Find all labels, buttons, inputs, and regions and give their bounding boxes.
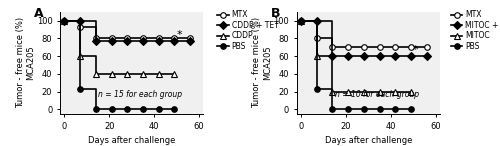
Text: n = 10 for each group: n = 10 for each group — [334, 90, 419, 99]
Text: n = 15 for each group: n = 15 for each group — [98, 90, 182, 99]
Text: A: A — [34, 7, 44, 20]
Text: *: * — [413, 45, 418, 55]
Legend: MTX, CDDP + TET, CDDP, PBS: MTX, CDDP + TET, CDDP, PBS — [217, 10, 278, 51]
Y-axis label: Tumor - free mice (%)
MCA205: Tumor - free mice (%) MCA205 — [252, 17, 272, 108]
X-axis label: Days after challenge: Days after challenge — [88, 136, 176, 145]
Legend: MTX, MITOC + TET, MITOC, PBS: MTX, MITOC + TET, MITOC, PBS — [451, 10, 500, 51]
Y-axis label: Tumor - free mice (%)
MCA205: Tumor - free mice (%) MCA205 — [16, 17, 35, 108]
X-axis label: Days after challenge: Days after challenge — [324, 136, 412, 145]
Text: B: B — [271, 7, 280, 20]
Text: *: * — [176, 30, 182, 40]
